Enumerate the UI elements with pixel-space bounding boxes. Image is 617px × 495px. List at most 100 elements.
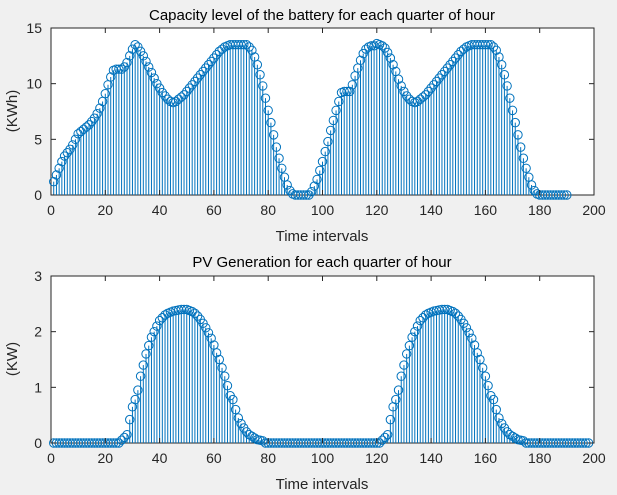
stem-marker: [396, 81, 406, 91]
stem-marker: [195, 70, 206, 80]
stem-marker: [114, 64, 124, 74]
x-tick-label: 20: [98, 450, 114, 466]
stem-marker: [431, 76, 442, 87]
stem-marker: [309, 181, 320, 191]
stem-marker: [306, 186, 317, 197]
stem-marker: [108, 438, 119, 448]
stem-marker: [464, 328, 474, 338]
stem-marker: [477, 363, 488, 373]
stem-marker: [526, 180, 537, 190]
stem-marker: [382, 47, 393, 58]
stem-marker: [453, 50, 463, 60]
stem-marker: [84, 120, 94, 130]
stem-marker: [374, 438, 385, 448]
stem-marker: [92, 109, 102, 119]
stem-marker: [445, 60, 455, 70]
stem-marker: [453, 311, 463, 321]
stem-marker: [190, 76, 200, 87]
battery-capacity-chart: 0 20 40 60 80 100 120 140 160 180 200 0 5 10 15 Capaci…: [4, 7, 606, 245]
stem-marker: [146, 332, 157, 342]
stem-marker: [393, 74, 404, 84]
stem-marker: [179, 90, 189, 100]
stem-marker: [410, 326, 420, 337]
y-tick-label: 3: [34, 268, 42, 284]
stem-marker: [209, 53, 219, 63]
stem-marker: [502, 81, 512, 91]
stem-marker: [334, 96, 344, 107]
stem-marker: [157, 87, 168, 98]
stem-marker: [187, 80, 197, 90]
stem-marker: [472, 348, 482, 358]
stem-marker: [274, 153, 284, 163]
stem-marker: [510, 433, 520, 443]
stem-marker: [510, 117, 520, 128]
stem-marker: [339, 86, 349, 97]
stem-marker: [241, 40, 252, 50]
stem-marker: [344, 86, 355, 97]
stem-marker: [488, 394, 499, 405]
stem-marker: [247, 431, 257, 442]
stem-marker: [499, 70, 510, 80]
stem-marker: [426, 83, 436, 93]
stem-marker: [388, 60, 398, 70]
y-axis-label: (KW): [4, 342, 21, 376]
stem-marker: [211, 50, 222, 60]
stem-marker: [217, 44, 227, 54]
stem-marker: [87, 116, 97, 127]
stem-marker: [271, 142, 282, 152]
stem-marker: [385, 53, 396, 63]
stem-marker: [562, 190, 572, 200]
y-tick-label: 5: [34, 131, 42, 147]
stem-marker: [491, 404, 501, 415]
stem-marker: [320, 146, 330, 157]
stem-marker: [323, 136, 333, 147]
x-tick-label: 180: [528, 450, 552, 466]
stem-marker: [328, 115, 339, 126]
x-tick-label: 80: [260, 450, 276, 466]
stem-marker: [106, 72, 116, 82]
stem-marker: [62, 147, 72, 158]
y-tick-label: 2: [34, 324, 42, 340]
x-tick-label: 60: [206, 202, 222, 218]
x-tick-label: 20: [98, 202, 114, 218]
stem-marker: [211, 348, 222, 358]
stem-marker: [448, 56, 458, 67]
stem-series: [49, 304, 594, 448]
stem-marker: [507, 431, 518, 442]
stem-marker: [505, 93, 515, 103]
stem-marker: [192, 311, 203, 321]
stem-marker: [266, 117, 276, 128]
stem-marker: [467, 333, 477, 344]
stem-marker: [138, 51, 149, 61]
stem-series: [49, 38, 572, 200]
stem-marker: [304, 190, 314, 200]
stem-marker: [130, 40, 140, 50]
stem-marker: [515, 142, 526, 152]
stem-marker: [141, 56, 151, 67]
x-tick-label: 160: [474, 450, 498, 466]
x-tick-label: 160: [474, 202, 498, 218]
stem-marker: [122, 429, 132, 440]
stem-marker: [331, 105, 341, 116]
stem-marker: [461, 323, 472, 333]
stem-marker: [505, 429, 515, 440]
x-tick-label: 180: [528, 202, 552, 218]
stem-marker: [160, 310, 170, 320]
stem-marker: [401, 349, 412, 359]
stem-marker: [268, 130, 279, 140]
stem-marker: [122, 57, 132, 68]
pv-generation-chart: 0 20 40 60 80 100 120 140 160 180 200 0 1 2 3 PV Gener…: [4, 254, 606, 493]
stem-marker: [420, 90, 431, 100]
stem-marker: [201, 323, 211, 333]
x-tick-label: 140: [419, 202, 443, 218]
stem-marker: [496, 60, 507, 70]
stem-marker: [423, 86, 434, 97]
stem-marker: [450, 53, 461, 63]
stem-marker: [429, 80, 439, 90]
stem-marker: [116, 64, 127, 74]
stem-marker: [255, 70, 265, 80]
stem-marker: [146, 67, 157, 78]
stem-marker: [192, 73, 203, 83]
stem-marker: [282, 180, 292, 190]
